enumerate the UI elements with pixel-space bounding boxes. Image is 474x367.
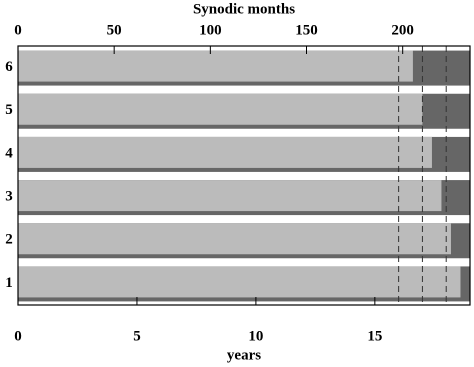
x2-tick-label: 200 <box>391 22 414 38</box>
y-tick-label: 3 <box>5 189 13 205</box>
y-tick-label: 2 <box>5 232 13 248</box>
x2-tick-label: 150 <box>295 22 318 38</box>
y-tick-label: 4 <box>5 145 13 161</box>
x2-tick-label: 50 <box>107 22 122 38</box>
x2-tick-label: 100 <box>199 22 222 38</box>
y-tick-label: 1 <box>5 275 13 291</box>
x2-tick-label: 0 <box>14 22 22 38</box>
bar <box>18 223 451 255</box>
x-tick-label: 15 <box>367 328 382 344</box>
x-tick-label: 10 <box>248 328 263 344</box>
bottom-axis-title: years <box>227 347 261 363</box>
plot-frame <box>17 45 471 306</box>
x-tick-label: 5 <box>133 328 141 344</box>
bar <box>18 93 423 125</box>
y-tick-label: 5 <box>5 102 13 118</box>
bar <box>18 266 461 298</box>
x-tick-label: 0 <box>14 328 22 344</box>
bar <box>18 180 442 212</box>
y-tick-label: 6 <box>5 59 13 75</box>
bar <box>18 50 413 82</box>
top-axis-title: Synodic months <box>193 1 295 17</box>
bar <box>18 136 432 168</box>
